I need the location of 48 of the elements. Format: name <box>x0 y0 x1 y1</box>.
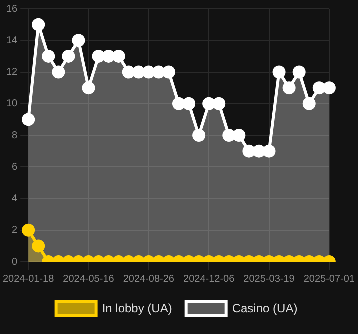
point <box>172 97 186 110</box>
point <box>232 129 246 142</box>
point <box>182 97 196 110</box>
point <box>272 66 286 79</box>
point <box>242 144 256 158</box>
point <box>192 129 206 142</box>
y-tick-label: 14 <box>6 35 18 46</box>
point <box>162 66 176 79</box>
x-tick-label: 2025-07-01 <box>304 274 356 285</box>
y-tick-label: 4 <box>12 194 18 204</box>
y-tick-label: 8 <box>12 130 18 142</box>
point <box>202 97 216 110</box>
point <box>92 50 106 63</box>
point <box>322 82 336 95</box>
x-tick-label: 2024-12-06 <box>184 274 236 285</box>
legend-label: Casino (UA) <box>232 301 298 316</box>
y-tick-label: 6 <box>12 162 18 173</box>
x-tick-label: 2024-08-26 <box>123 274 175 285</box>
point <box>152 66 166 79</box>
point <box>282 82 296 95</box>
point <box>102 50 116 63</box>
point <box>72 34 86 48</box>
point <box>112 50 126 63</box>
point <box>122 66 136 79</box>
point <box>52 66 66 79</box>
x-tick-label: 2024-05-16 <box>63 274 115 285</box>
y-tick-label: 2 <box>12 225 18 236</box>
point <box>32 18 46 32</box>
point <box>142 66 156 79</box>
y-tick-label: 0 <box>12 256 18 268</box>
point <box>212 97 226 110</box>
y-tick-label: 12 <box>6 67 18 78</box>
point <box>62 50 76 63</box>
point <box>132 66 146 79</box>
point <box>42 50 56 63</box>
point <box>252 144 266 158</box>
x-tick-label: 2025-03-19 <box>244 274 296 285</box>
legend-label: In lobby (UA) <box>102 301 172 316</box>
point <box>222 129 236 142</box>
point <box>302 97 316 110</box>
point <box>262 144 276 158</box>
point <box>22 113 36 126</box>
point <box>82 82 96 95</box>
y-tick-label: 16 <box>6 4 18 15</box>
y-tick-label: 10 <box>6 98 18 110</box>
x-tick-label: 2024-01-18 <box>3 274 55 285</box>
point <box>292 66 306 79</box>
point <box>312 82 326 95</box>
